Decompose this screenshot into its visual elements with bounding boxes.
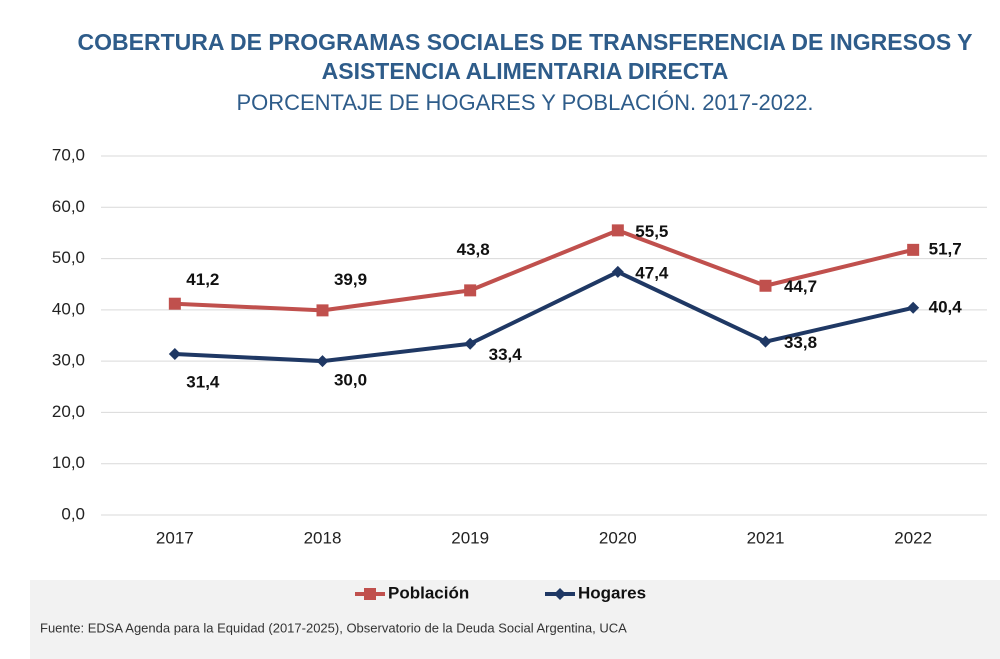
data-label: 51,7 (929, 239, 962, 258)
legend-label: Población (388, 583, 469, 602)
data-point (611, 265, 624, 278)
chart-subtitle: PORCENTAJE DE HOGARES Y POBLACIÓN. 2017-… (236, 90, 813, 115)
chart-title: ASISTENCIA ALIMENTARIA DIRECTA (322, 58, 729, 84)
y-tick-label: 40,0 (52, 299, 85, 318)
data-point (364, 588, 376, 600)
x-tick-label: 2022 (894, 528, 932, 547)
data-label: 30,0 (334, 371, 367, 390)
data-point (316, 304, 329, 317)
data-point (759, 279, 772, 292)
y-tick-label: 20,0 (52, 402, 85, 421)
data-point (907, 301, 920, 314)
data-point (168, 347, 181, 360)
data-point (611, 224, 624, 237)
y-tick-label: 60,0 (52, 197, 85, 216)
data-point (759, 335, 772, 348)
x-tick-label: 2020 (599, 528, 637, 547)
chart-title: COBERTURA DE PROGRAMAS SOCIALES DE TRANS… (78, 29, 973, 55)
series-line (174, 269, 914, 364)
x-tick-label: 2019 (451, 528, 489, 547)
data-point (464, 337, 477, 350)
data-label: 44,7 (784, 277, 817, 296)
x-tick-label: 2018 (304, 528, 342, 547)
data-label: 43,8 (457, 240, 490, 259)
x-tick-label: 2021 (747, 528, 785, 547)
data-label: 41,2 (186, 270, 219, 289)
y-tick-label: 50,0 (52, 248, 85, 267)
source-note: Fuente: EDSA Agenda para la Equidad (201… (40, 620, 627, 635)
legend-band (30, 580, 1000, 659)
data-label: 39,9 (334, 270, 367, 289)
legend-label: Hogares (578, 583, 646, 602)
y-tick-label: 10,0 (52, 453, 85, 472)
data-point (316, 355, 329, 368)
data-label: 33,8 (784, 333, 817, 352)
y-tick-label: 70,0 (52, 145, 85, 164)
x-tick-label: 2017 (156, 528, 194, 547)
data-point (554, 588, 566, 600)
data-label: 40,4 (929, 297, 963, 316)
y-tick-label: 0,0 (61, 504, 85, 523)
y-tick-label: 30,0 (52, 351, 85, 370)
data-label: 31,4 (186, 372, 220, 391)
data-point (907, 243, 920, 256)
data-label: 55,5 (635, 222, 668, 241)
series-line (174, 228, 914, 313)
data-point (464, 284, 477, 297)
data-label: 47,4 (635, 263, 669, 282)
data-label: 33,4 (489, 345, 523, 364)
data-point (168, 297, 181, 310)
